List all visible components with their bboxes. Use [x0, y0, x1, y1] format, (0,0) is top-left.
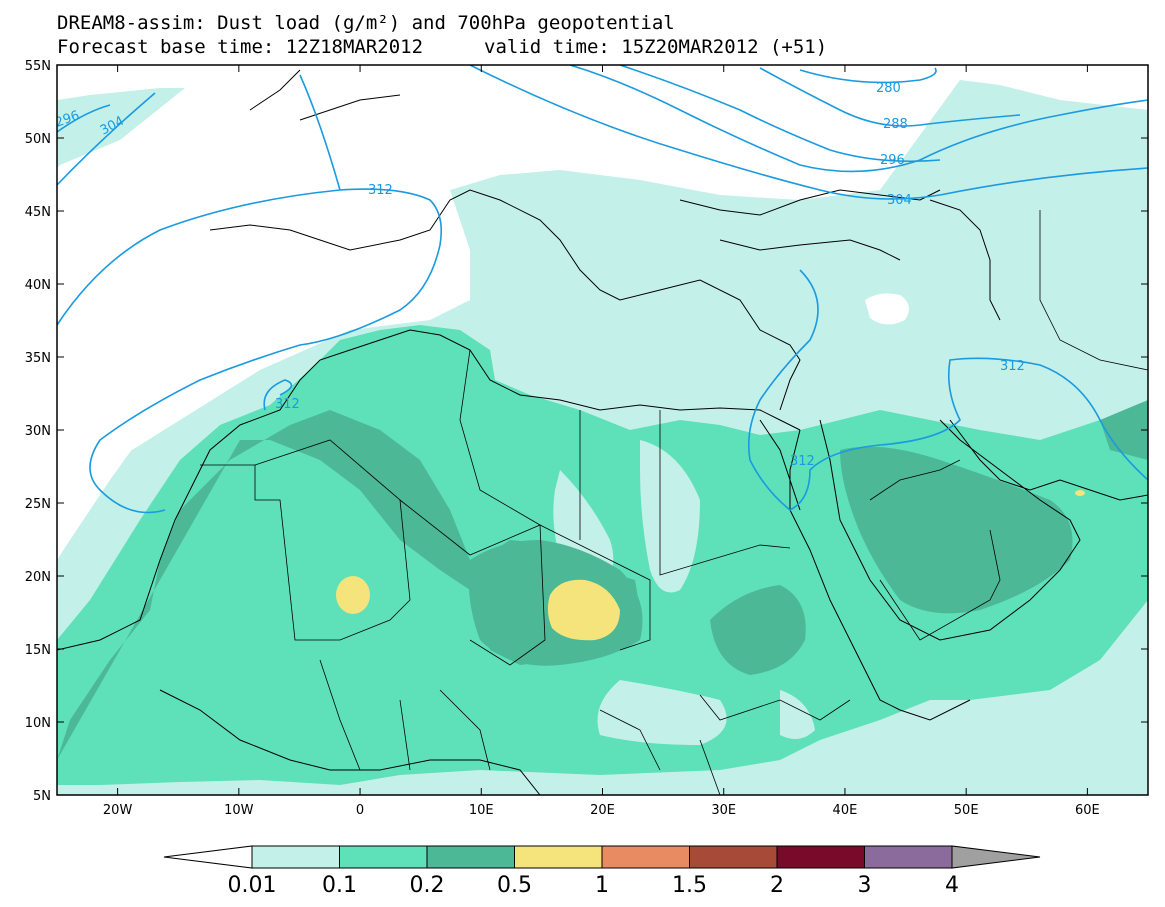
title-line-1: DREAM8-assim: Dust load (g/m²) and 700hP…	[57, 12, 675, 34]
colorbar-label: 0.1	[322, 873, 357, 898]
lat-tick-label: 40N	[25, 278, 51, 293]
contour-label-304: 304	[887, 193, 912, 208]
contour-label-280: 280	[876, 81, 901, 96]
lon-tick-label: 40E	[833, 803, 858, 818]
lat-tick-label: 10N	[25, 716, 51, 731]
lon-tick-label: 10W	[224, 803, 254, 818]
plot-area: 280 288 296 304 312 312 312 312 304 296	[57, 65, 1148, 795]
lat-tick-label: 25N	[25, 497, 51, 512]
title-line-2-right: valid time: 15Z20MAR2012 (+51)	[484, 36, 827, 58]
lon-tick-label: 60E	[1075, 803, 1100, 818]
contour-label-312-c: 312	[790, 454, 815, 469]
lat-tick-label: 55N	[25, 59, 51, 74]
colorbar-segment	[864, 845, 953, 869]
lat-tick-label: 35N	[25, 351, 51, 366]
borders	[200, 210, 1148, 795]
colorbar: 0.01 0.1 0.2 0.5 1 1.5 2 3 4	[163, 845, 1041, 898]
lon-tick-label: 0	[356, 803, 364, 818]
colorbar-label: 1.5	[672, 873, 707, 898]
lat-tick-label: 15N	[25, 643, 51, 658]
colorbar-segment	[689, 845, 778, 869]
lon-tick-label: 20E	[590, 803, 615, 818]
contour-label-312-b: 312	[275, 397, 300, 412]
dust-max-oman	[1075, 490, 1085, 496]
lon-tick-label: 10E	[469, 803, 494, 818]
colorbar-segment	[426, 845, 515, 869]
contour-label-288: 288	[883, 117, 908, 132]
latitude-axis: 55N 50N 45N 40N 35N 30N 25N 20N 15N 10N 5N	[25, 59, 1148, 804]
coastlines	[57, 69, 1148, 795]
colorbar-label: 1	[595, 873, 609, 898]
dust-max-mali	[336, 576, 370, 614]
colorbar-segment	[514, 845, 603, 869]
lat-tick-label: 45N	[25, 205, 51, 220]
colorbar-label: 0.01	[228, 873, 277, 898]
lat-tick-label: 20N	[25, 570, 51, 585]
contour-label-312-a: 312	[368, 183, 393, 198]
colorbar-segment	[339, 845, 428, 869]
lat-tick-label: 50N	[25, 132, 51, 147]
title-line-2-left: Forecast base time: 12Z18MAR2012	[57, 36, 423, 58]
contour-labels: 280 288 296 304 312 312 312 312 304 296	[57, 81, 1025, 469]
longitude-axis: 20W 10W 0 10E 20E 30E 40E 50E 60E	[103, 65, 1100, 818]
contour-label-296: 296	[880, 153, 905, 168]
lat-tick-label: 5N	[33, 789, 51, 804]
colorbar-segment	[601, 845, 690, 869]
colorbar-label: 4	[945, 873, 959, 898]
colorbar-segment	[251, 845, 340, 869]
colorbar-label: 3	[858, 873, 872, 898]
contour-label-312-d: 312	[1000, 359, 1025, 374]
colorbar-label: 2	[770, 873, 784, 898]
lon-tick-label: 30E	[711, 803, 736, 818]
lon-tick-label: 20W	[103, 803, 133, 818]
lat-tick-label: 30N	[25, 424, 51, 439]
dust-field-0-2	[57, 410, 640, 760]
colorbar-label: 0.5	[497, 873, 532, 898]
colorbar-under-arrow	[163, 845, 253, 869]
colorbar-segment	[776, 845, 865, 869]
lon-tick-label: 50E	[954, 803, 979, 818]
dust-max-chad	[547, 579, 620, 641]
colorbar-over-arrow	[951, 845, 1041, 869]
geopotential-contours	[57, 65, 1148, 514]
colorbar-label: 0.2	[410, 873, 445, 898]
